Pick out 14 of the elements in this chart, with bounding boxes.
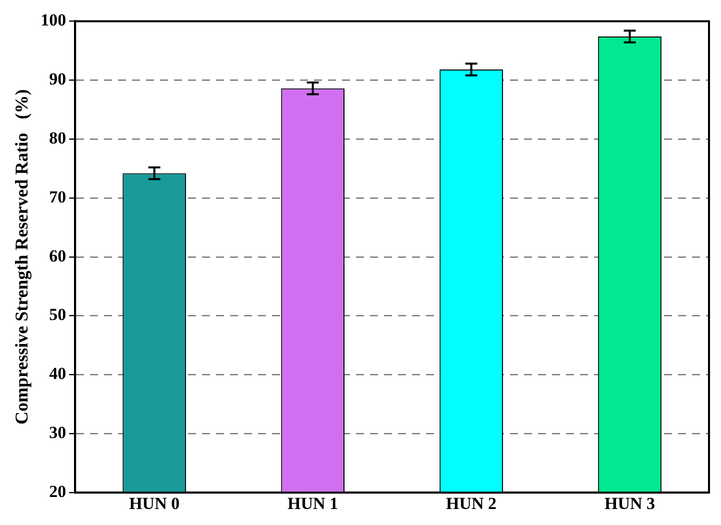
x-tick-label: HUN 2 [446, 494, 497, 514]
y-tick-label: 70 [49, 187, 66, 206]
x-tick-label: HUN 1 [288, 494, 338, 514]
y-tick-label: 60 [49, 246, 66, 266]
y-axis-title: Compressive Strength Reserved Ratio (%) [11, 89, 32, 425]
y-tick-label: 40 [49, 364, 66, 384]
x-tick-label: HUN 0 [129, 494, 180, 514]
y-tick-label: 80 [49, 128, 66, 148]
x-tick-label: HUN 3 [604, 494, 656, 514]
y-tick-label: 100 [40, 10, 66, 30]
y-tick-label: 30 [49, 423, 66, 442]
y-tick-label: 20 [49, 482, 66, 501]
y-tick-label: 50 [49, 305, 66, 324]
y-tick-label: 90 [49, 70, 66, 89]
